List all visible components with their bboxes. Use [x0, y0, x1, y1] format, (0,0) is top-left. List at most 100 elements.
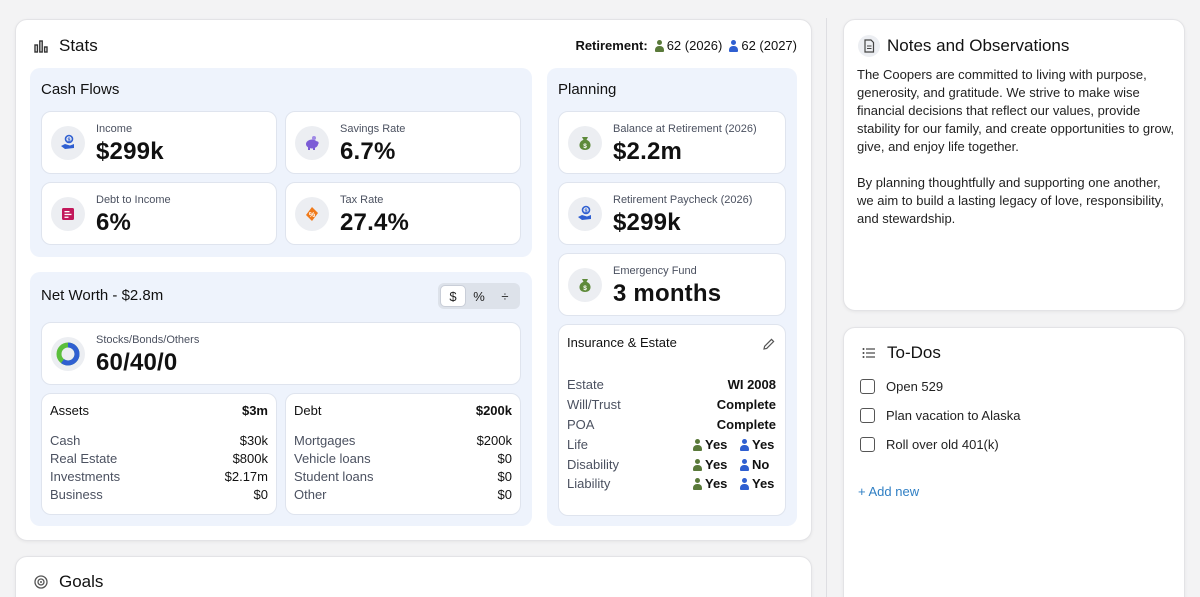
emergency-fund-tile[interactable]: $ Emergency Fund 3 months — [558, 253, 786, 316]
person-icon — [728, 39, 739, 52]
todos-title: To-Dos — [887, 343, 941, 362]
debt-title: Debt — [294, 403, 322, 418]
svg-text:$: $ — [67, 137, 70, 143]
emergency-fund-value: 3 months — [613, 280, 722, 307]
document-icon — [858, 35, 880, 57]
asset-row: Real Estate $800k — [50, 451, 268, 466]
person1-retirement: 62 (2026) — [666, 38, 723, 53]
todo-item: Plan vacation to Alaska — [860, 408, 1020, 423]
debt-row: Other $0 — [294, 487, 512, 502]
allocation-tile[interactable]: Stocks/Bonds/Others 60/40/0 — [41, 322, 521, 385]
assets-header: Assets $3m — [50, 403, 268, 418]
net-worth-title: Net Worth - $2.8m — [41, 287, 164, 304]
svg-text:$: $ — [583, 143, 587, 150]
person-icon — [692, 458, 702, 471]
notes-paragraph: By planning thoughtfully and supporting … — [857, 175, 1164, 226]
tax-rate-value: 27.4% — [340, 209, 410, 236]
balance-at-retirement-label: Balance at Retirement (2026) — [613, 123, 757, 135]
toggle-percent-button[interactable]: % — [473, 288, 485, 304]
toggle-dollar-button[interactable]: $ — [440, 285, 466, 307]
todo-label: Plan vacation to Alaska — [886, 408, 1021, 423]
net-worth-view-toggle: $ % ÷ — [438, 283, 520, 309]
insurance-row-estate: Estate WI 2008 — [567, 377, 776, 392]
tax-rate-label: Tax Rate — [340, 194, 384, 206]
allocation-label: Stocks/Bonds/Others — [96, 334, 200, 346]
debt-to-income-label: Debt to Income — [96, 194, 171, 206]
debt-to-income-tile[interactable]: Debt to Income 6% — [41, 182, 277, 245]
person-icon — [739, 458, 749, 471]
notes-body[interactable]: The Coopers are committed to living with… — [857, 66, 1175, 228]
notes-paragraph: The Coopers are committed to living with… — [857, 67, 1174, 154]
income-value: $299k — [96, 138, 164, 165]
tax-tag-icon: % — [295, 197, 329, 231]
hand-coin-icon: $ — [51, 126, 85, 160]
goals-title: Goals — [59, 572, 104, 591]
debt-row: Mortgages $200k — [294, 433, 512, 448]
tax-rate-tile[interactable]: % Tax Rate 27.4% — [285, 182, 521, 245]
money-bag-icon: $ — [568, 126, 602, 160]
todo-item: Open 529 — [860, 379, 943, 394]
piggy-bank-icon — [295, 126, 329, 160]
add-todo-link[interactable]: + Add new — [858, 484, 920, 499]
cash-flows-title: Cash Flows — [41, 81, 120, 98]
todo-checkbox[interactable] — [860, 437, 875, 452]
todo-item: Roll over old 401(k) — [860, 437, 999, 452]
person-icon — [692, 438, 702, 451]
todo-label: Roll over old 401(k) — [886, 437, 999, 452]
income-tile[interactable]: $ Income $299k — [41, 111, 277, 174]
insurance-row-will-trust: Will/Trust Complete — [567, 397, 776, 412]
balance-at-retirement-value: $2.2m — [613, 138, 683, 165]
stats-title: Stats — [59, 36, 98, 55]
retirement-label: Retirement: — [575, 38, 648, 53]
hand-coin-icon: $ — [568, 197, 602, 231]
asset-row: Cash $30k — [50, 433, 268, 448]
notes-title: Notes and Observations — [887, 36, 1070, 55]
debt-to-income-value: 6% — [96, 209, 132, 236]
retirement-paycheck-value: $299k — [613, 209, 681, 236]
insurance-row-disability: Disability Yes No — [567, 457, 770, 472]
savings-rate-value: 6.7% — [340, 138, 396, 165]
column-divider — [826, 18, 827, 597]
svg-text:%: % — [309, 212, 316, 219]
insurance-row-poa: POA Complete — [567, 417, 776, 432]
todos-card — [843, 327, 1185, 597]
list-icon — [858, 342, 880, 364]
assets-title: Assets — [50, 403, 90, 418]
allocation-value: 60/40/0 — [96, 349, 178, 376]
bill-icon — [51, 197, 85, 231]
assets-total: $3m — [241, 403, 268, 418]
svg-text:$: $ — [583, 285, 587, 292]
person-icon — [654, 39, 664, 52]
person-icon — [692, 477, 702, 490]
retirement-summary: Retirement: 62 (2026) 62 (2027) — [575, 38, 797, 53]
income-label: Income — [96, 123, 133, 135]
money-bag-icon: $ — [568, 268, 602, 302]
emergency-fund-label: Emergency Fund — [613, 265, 697, 277]
debt-row: Vehicle loans $0 — [294, 451, 512, 466]
allocation-donut-icon — [51, 337, 85, 371]
target-icon — [30, 571, 52, 593]
toggle-divide-button[interactable]: ÷ — [501, 288, 509, 304]
pencil-icon[interactable] — [762, 337, 776, 351]
debt-total: $200k — [475, 403, 512, 418]
debt-header: Debt $200k — [294, 403, 512, 418]
notes-card — [843, 19, 1185, 311]
assets-tile — [41, 393, 277, 515]
balance-at-retirement-tile[interactable]: $ Balance at Retirement (2026) $2.2m — [558, 111, 786, 174]
retirement-paycheck-tile[interactable]: $ Retirement Paycheck (2026) $299k — [558, 182, 786, 245]
person2-retirement: 62 (2027) — [741, 38, 797, 53]
savings-rate-tile[interactable]: Savings Rate 6.7% — [285, 111, 521, 174]
todo-checkbox[interactable] — [860, 408, 875, 423]
todo-checkbox[interactable] — [860, 379, 875, 394]
todo-label: Open 529 — [886, 379, 944, 394]
asset-row: Investments $2.17m — [50, 469, 268, 484]
debt-tile — [285, 393, 521, 515]
insurance-row-liability: Liability Yes Yes — [567, 476, 775, 491]
planning-title: Planning — [558, 81, 617, 98]
asset-row: Business $0 — [50, 487, 268, 502]
person-icon — [739, 477, 749, 490]
svg-text:$: $ — [584, 208, 587, 214]
bar-chart-icon — [30, 35, 52, 57]
person-icon — [739, 438, 749, 451]
debt-row: Student loans $0 — [294, 469, 512, 484]
